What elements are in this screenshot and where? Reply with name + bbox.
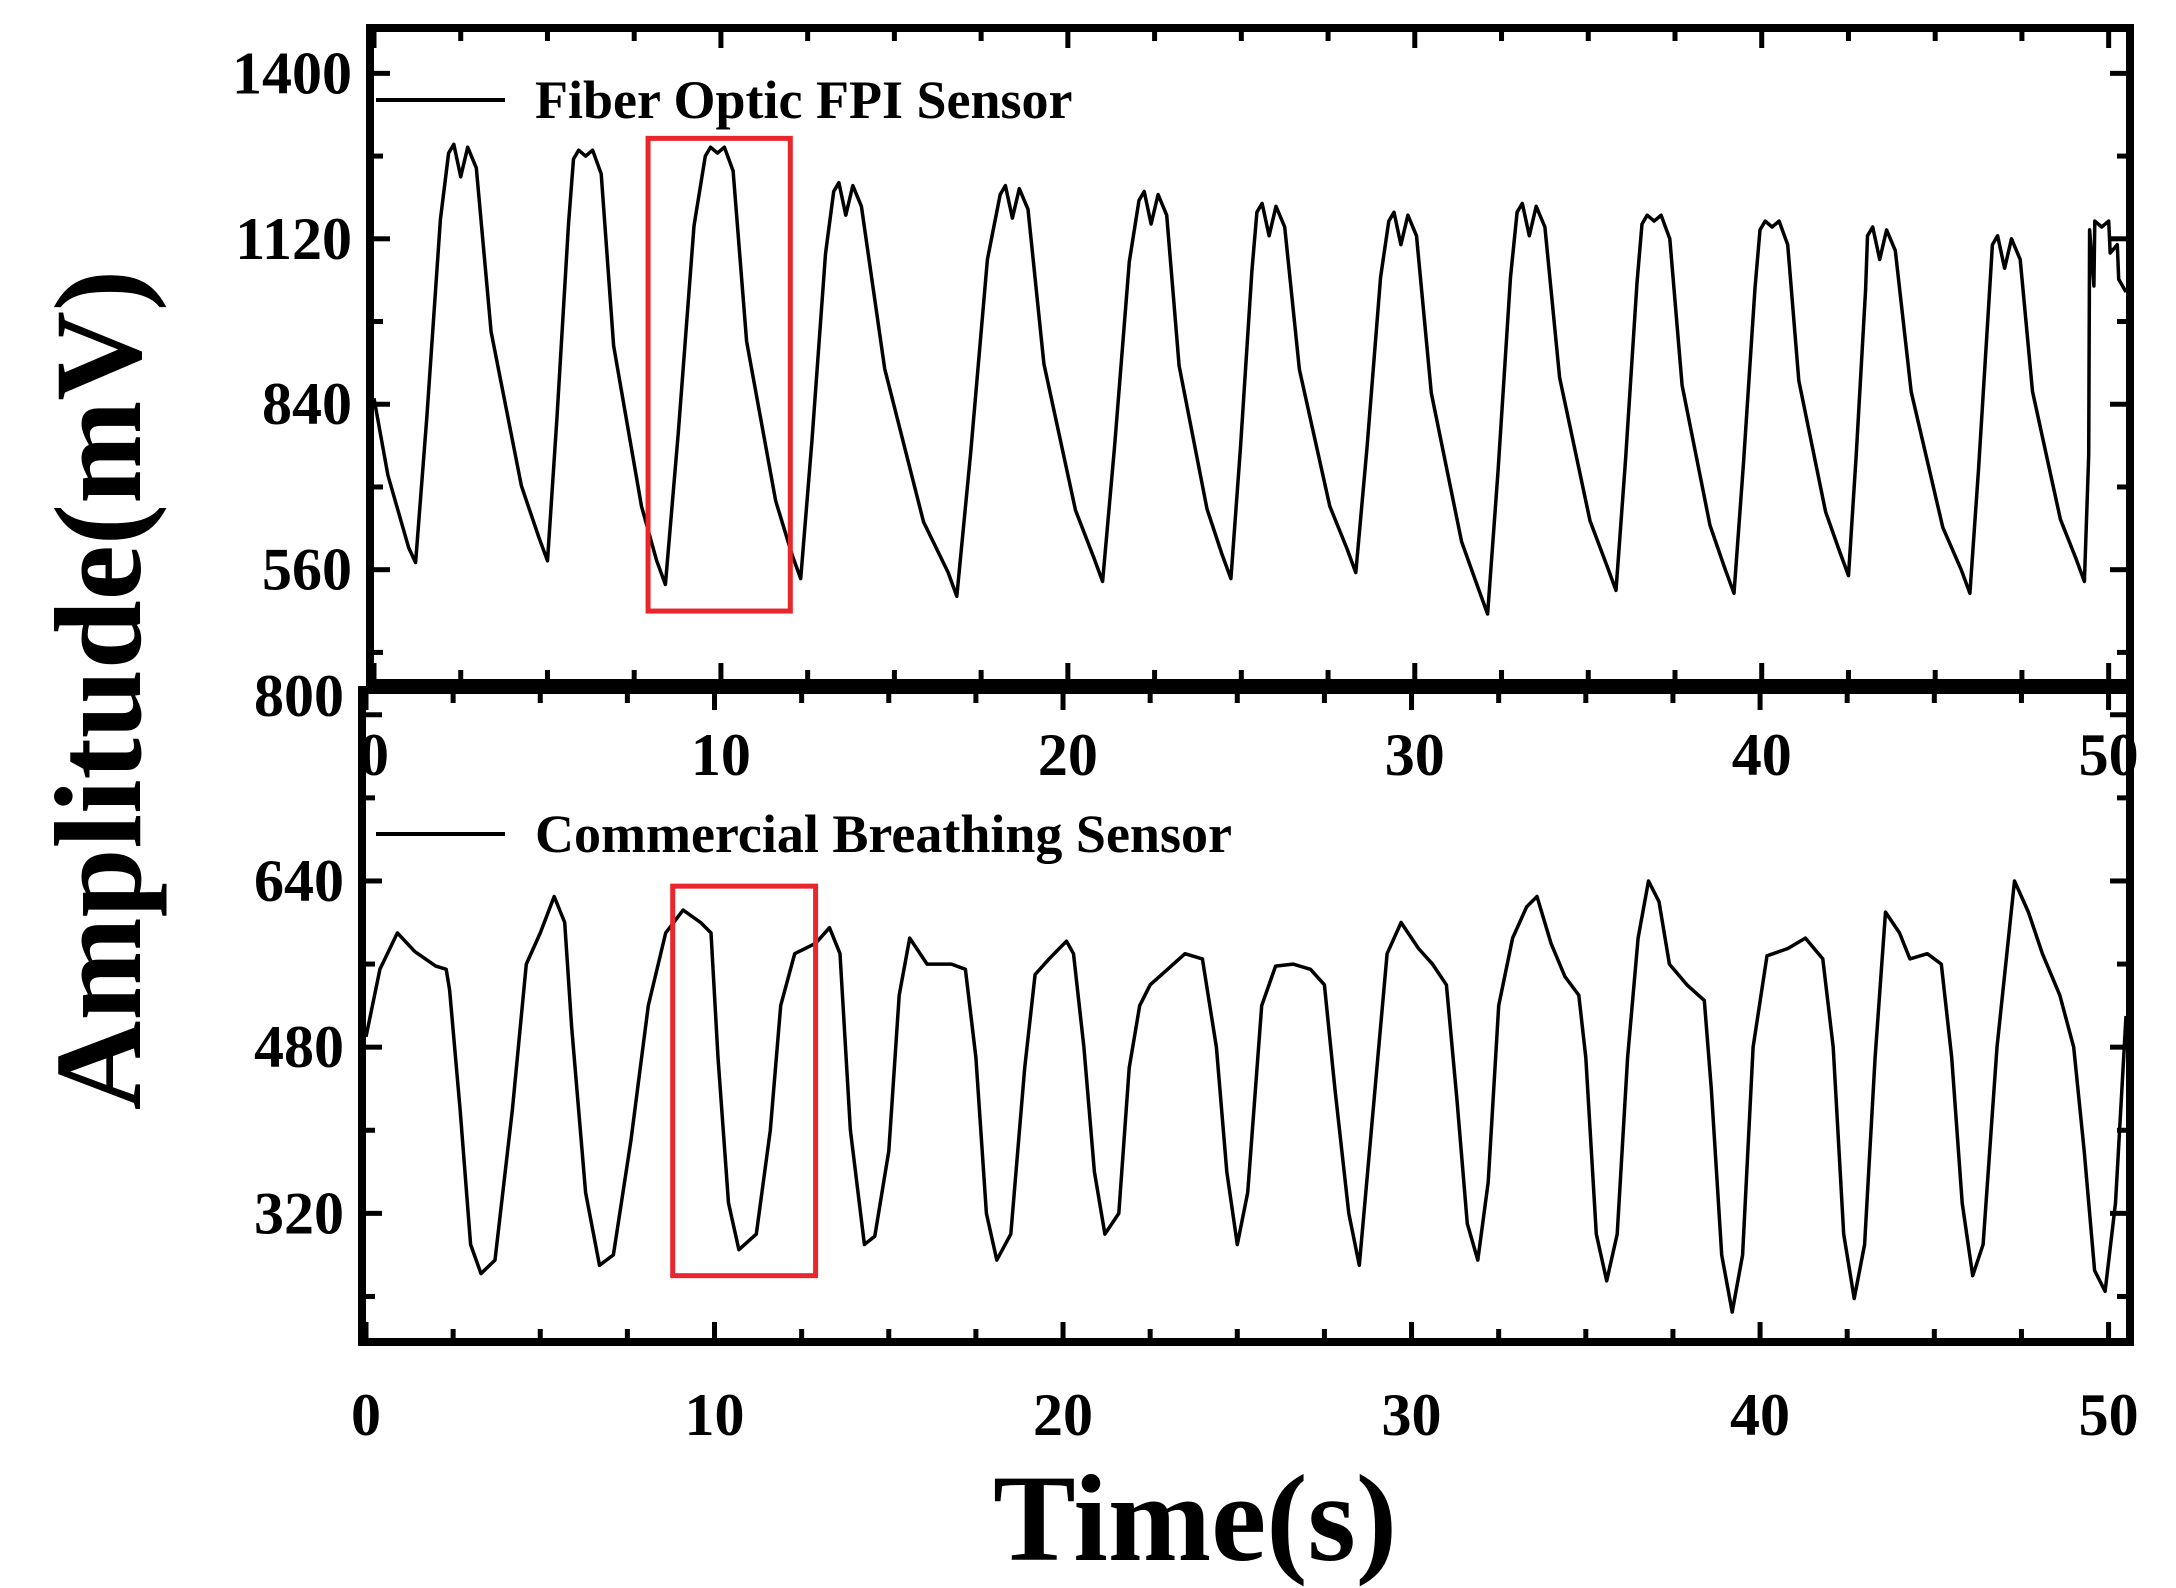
bottom-x-tick-label: 20 bbox=[1033, 1382, 1093, 1448]
bottom-y-tick-label: 320 bbox=[254, 1180, 344, 1246]
bottom-y-tick-label: 480 bbox=[254, 1014, 344, 1080]
top-x-tick-label: 10 bbox=[691, 722, 751, 788]
top-y-tick-label: 560 bbox=[262, 537, 352, 603]
bottom-y-tick-label: 800 bbox=[254, 663, 344, 729]
bottom-tick-marks bbox=[363, 694, 2126, 1338]
bottom-x-tick-label: 50 bbox=[2079, 1382, 2139, 1448]
bottom-x-tick-label: 40 bbox=[1730, 1382, 1790, 1448]
top-tick-labels: 0 10 20 30 40 50 560 840 1120 1400 bbox=[232, 40, 2139, 788]
bottom-x-tick-label: 10 bbox=[685, 1382, 745, 1448]
bottom-x-tick-label: 0 bbox=[351, 1382, 381, 1448]
bottom-highlight-box bbox=[670, 883, 819, 1279]
top-x-tick-label: 50 bbox=[2079, 722, 2139, 788]
top-highlight-box bbox=[645, 135, 793, 614]
fpi-sensor-series-line bbox=[372, 142, 2128, 616]
top-legend-label: Fiber Optic FPI Sensor bbox=[535, 70, 1072, 130]
top-x-tick-label: 0 bbox=[359, 722, 389, 788]
top-panel-frame bbox=[366, 24, 2134, 687]
x-axis-title: Time(s) bbox=[993, 1450, 1397, 1587]
bottom-tick-labels: 0 10 20 30 40 50 320 480 640 800 bbox=[254, 663, 2139, 1448]
top-x-tick-label: 40 bbox=[1732, 722, 1792, 788]
top-tick-marks bbox=[371, 32, 2126, 679]
top-y-tick-label: 1120 bbox=[235, 206, 352, 272]
top-x-tick-label: 30 bbox=[1385, 722, 1445, 788]
y-axis-title: Amplitude(mV) bbox=[30, 270, 167, 1110]
bottom-panel-frame bbox=[358, 686, 2134, 1346]
bottom-x-tick-label: 30 bbox=[1382, 1382, 1442, 1448]
top-y-tick-label: 840 bbox=[262, 371, 352, 437]
bottom-y-tick-label: 640 bbox=[254, 848, 344, 914]
top-y-tick-label: 1400 bbox=[232, 40, 352, 106]
bottom-legend-label: Commercial Breathing Sensor bbox=[535, 804, 1232, 864]
breathing-sensor-series-line bbox=[364, 879, 2128, 1314]
top-x-tick-label: 20 bbox=[1038, 722, 1098, 788]
